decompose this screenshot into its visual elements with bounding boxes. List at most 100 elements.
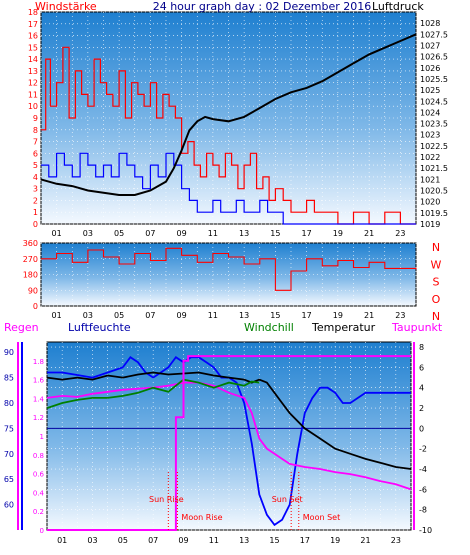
humidity-tick-label: 75 [4,424,14,433]
event-label: Sun Set [272,495,303,504]
rain-tick-label: 0.4 [33,489,45,497]
y-tick-label-left: 4 [33,173,38,182]
y-tick-label-right: 1027 [420,41,440,50]
series-line-0 [41,247,417,291]
y-tick-label-left: 17 [28,20,38,29]
compass-label: N [432,310,440,323]
y-tick-label-left: 7 [33,138,38,147]
y-tick-label-right: 1026 [420,64,440,73]
x-tick-label: 05 [114,229,124,238]
y-tick-label-right: 1027.5 [420,30,448,39]
y-tick-label-right: 1019 [420,220,440,229]
x-tick-label: 23 [395,311,405,320]
event-label: Moon Rise [181,513,222,522]
x-tick-label: 17 [302,229,312,238]
temp-tick-label: -2 [419,445,427,454]
x-tick-label: 19 [333,311,343,320]
y-tick-label-right: 1020 [420,198,440,207]
x-tick-label: 13 [239,311,249,320]
y-tick-label-right: 1024 [420,108,440,117]
y-tick-label-left: 3 [33,185,38,194]
y-tick-label-left: 12 [28,79,38,88]
x-tick-label: 17 [300,536,310,545]
y-tick-label-left: 5 [33,161,38,170]
x-tick-label: 05 [118,536,128,545]
y-tick-label-left: 270 [23,255,38,264]
x-tick-label: 13 [239,229,249,238]
rain-tick-label: 1 [40,433,44,441]
legend-windchill: Windchill [244,321,294,334]
humidity-tick-label: 60 [4,501,14,510]
x-tick-label: 21 [364,229,374,238]
x-tick-label: 01 [57,536,67,545]
temp-tick-label: -4 [419,465,427,474]
y-tick-label-right: 1022 [420,153,440,162]
y-tick-label-right: 1023.5 [420,120,448,129]
x-tick-label: 15 [270,229,280,238]
x-tick-label: 09 [178,536,188,545]
rain-tick-label: 0 [40,527,44,535]
y-tick-label-left: 13 [28,67,38,76]
y-tick-label-left: 9 [33,114,38,123]
left-axis-title: Windstärke [35,0,97,13]
x-tick-label: 21 [360,536,370,545]
y-tick-label-left: 0 [33,220,38,229]
chart-title: 24 hour graph day : 02 Dezember 2016 [153,0,372,13]
x-tick-label: 13 [239,536,249,545]
series-line-3 [46,378,260,409]
rain-tick-label: 0.6 [33,471,45,479]
x-tick-label: 15 [269,536,279,545]
event-label: Sun Rise [149,495,184,504]
x-tick-label: 23 [391,536,401,545]
y-tick-label-right: 1022.5 [420,142,448,151]
x-tick-label: 19 [330,536,340,545]
y-tick-label-left: 360 [23,239,38,248]
y-tick-label-left: 18 [28,8,38,17]
event-label: Moon Set [303,513,340,522]
y-tick-label-left: 6 [33,149,38,158]
series-line-1 [46,371,412,470]
compass-label: W [431,258,442,271]
series-line-0 [47,355,411,527]
y-tick-label-right: 1024.5 [420,97,448,106]
x-tick-label: 07 [145,311,155,320]
legend-taupunkt: Taupunkt [391,321,443,334]
y-tick-label-right: 1021.5 [420,164,448,173]
x-tick-label: 23 [395,229,405,238]
y-tick-label-left: 180 [23,271,38,280]
x-tick-label: 03 [83,311,93,320]
series-line-1 [41,152,416,225]
rain-tick-label: 1.2 [33,414,44,422]
x-tick-label: 09 [177,311,187,320]
x-tick-label: 01 [52,311,62,320]
y-tick-label-right: 1019.5 [420,209,448,218]
x-tick-label: 15 [270,311,280,320]
x-tick-label: 01 [52,229,62,238]
temp-tick-label: 0 [419,424,424,433]
humidity-tick-label: 70 [4,450,14,459]
series-line-2 [40,33,417,196]
temp-tick-label: 8 [419,343,424,352]
x-tick-label: 05 [114,311,124,320]
y-tick-label-right: 1020.5 [420,187,448,196]
x-tick-label: 07 [145,229,155,238]
y-tick-label-left: 10 [28,102,38,111]
y-tick-label-left: 1 [33,208,38,217]
y-tick-label-right: 1025.5 [420,75,448,84]
x-tick-label: 07 [148,536,158,545]
y-tick-label-right: 1028 [420,19,440,28]
rain-tick-label: 0.8 [33,452,44,460]
temp-tick-label: -8 [419,506,427,515]
y-tick-label-right: 1025 [420,86,440,95]
x-tick-label: 03 [87,536,97,545]
temp-tick-label: -6 [419,485,427,494]
rain-tick-label: 1.8 [33,358,44,366]
compass-label: S [433,276,440,289]
temp-tick-label: 2 [419,404,424,413]
y-tick-label-right: 1023 [420,131,440,140]
x-tick-label: 11 [209,536,219,545]
rain-tick-label: 1.4 [33,395,45,403]
humidity-tick-label: 90 [4,348,14,357]
right-axis-title: Luftdruck [372,0,424,13]
humidity-tick-label: 85 [4,374,14,383]
